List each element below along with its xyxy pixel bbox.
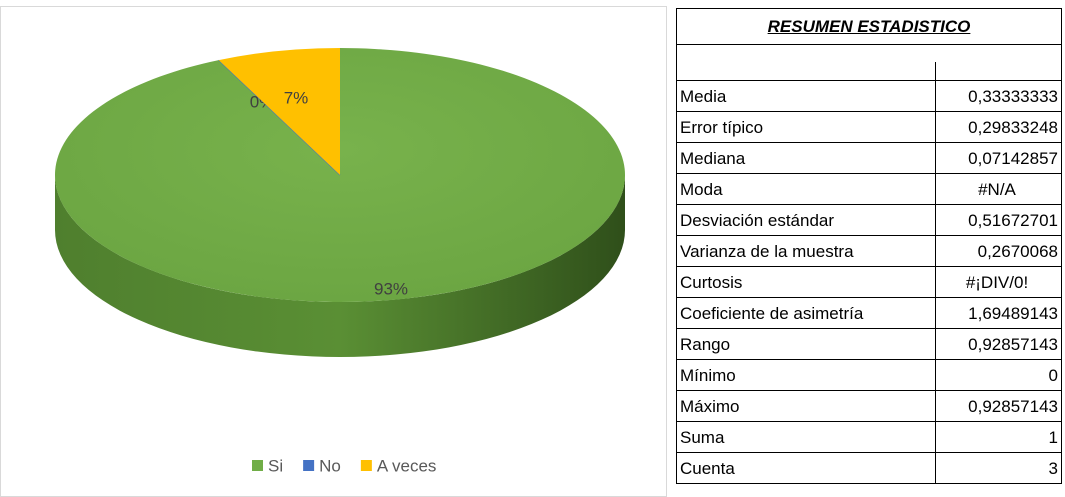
- row-value: 0,07142857: [935, 142, 1062, 174]
- row-label: Mediana: [676, 142, 936, 174]
- row-value: 0,33333333: [935, 80, 1062, 112]
- row-value: #¡DIV/0!: [935, 266, 1062, 298]
- data-label: 93%: [374, 279, 408, 298]
- legend-swatch: [360, 460, 372, 471]
- row-label: Desviación estándar: [676, 204, 936, 236]
- blank-row: [676, 44, 1062, 81]
- row-label: Varianza de la muestra: [676, 235, 936, 267]
- legend-label: A veces: [377, 456, 437, 475]
- row-label: Moda: [676, 173, 936, 205]
- row-label: Suma: [676, 421, 936, 453]
- row-value: 0: [935, 359, 1062, 391]
- data-label: 7%: [284, 88, 309, 107]
- row-label: Rango: [676, 328, 936, 360]
- blank-cell: [935, 62, 936, 81]
- row-value: 0,29833248: [935, 111, 1062, 143]
- row-value: 3: [935, 452, 1062, 484]
- row-label: Máximo: [676, 390, 936, 422]
- legend-label: Si: [268, 456, 283, 475]
- row-value: #N/A: [935, 173, 1062, 205]
- row-label: Coeficiente de asimetría: [676, 297, 936, 329]
- legend-label: No: [319, 456, 341, 475]
- pie-slice: [218, 48, 340, 175]
- row-label: Error típico: [676, 111, 936, 143]
- row-value: 0,2670068: [935, 235, 1062, 267]
- row-value: 0,92857143: [935, 328, 1062, 360]
- pie-side: [55, 175, 625, 357]
- table-title: RESUMEN ESTADISTICO: [676, 8, 1062, 45]
- row-label: Curtosis: [676, 266, 936, 298]
- pie-slice-side: [55, 175, 625, 357]
- row-label: Cuenta: [676, 452, 936, 484]
- row-label: Mínimo: [676, 359, 936, 391]
- row-value: 1: [935, 421, 1062, 453]
- chart: 93%0% 7%Si No A veces: [0, 6, 667, 497]
- row-value: 0,92857143: [935, 390, 1062, 422]
- legend-swatch: [303, 460, 315, 471]
- legend-swatch: [252, 460, 263, 471]
- row-value: 0,51672701: [935, 204, 1062, 236]
- row-value: 1,69489143: [935, 297, 1062, 329]
- row-label: Media: [676, 80, 936, 112]
